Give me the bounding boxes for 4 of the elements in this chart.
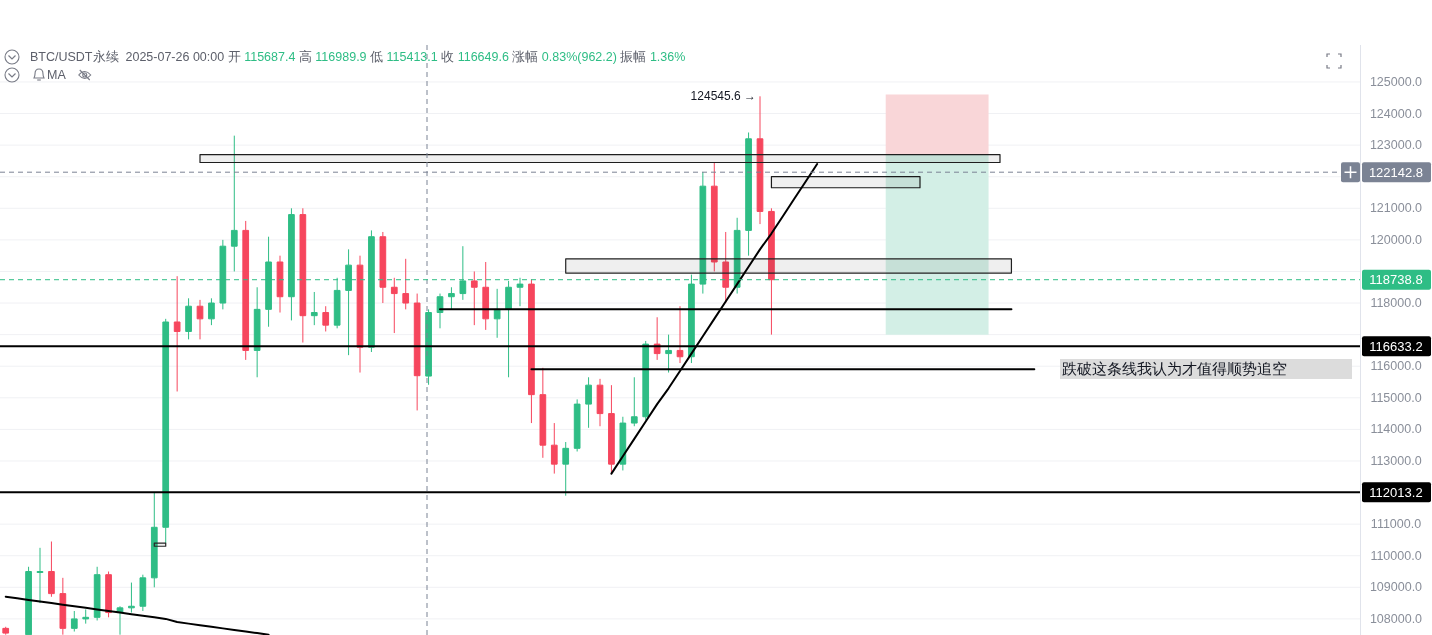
title: BTC/USDT永续 [30,50,119,64]
annotation: 跌破这条线我认为才值得顺势追空 [1060,359,1352,379]
subtitle: 2025-07-26 00:00 开 115687.4 高 116989.9 低 115413.1 收 116649.6 涨幅 0.83%(962.2) 振幅 1.36% [125,50,686,64]
annotation: 124545.6 → [690,89,756,104]
